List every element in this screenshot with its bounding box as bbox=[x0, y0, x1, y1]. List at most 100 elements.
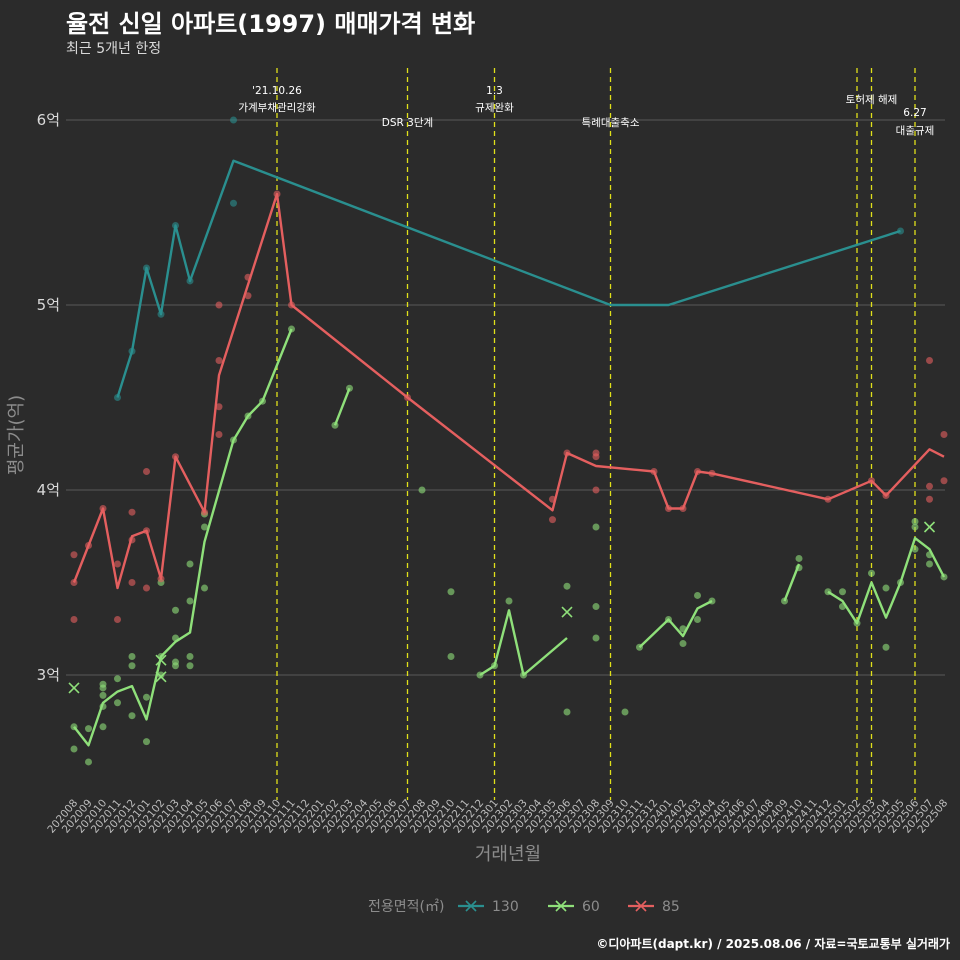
data-point bbox=[882, 643, 890, 651]
annotation-label: 토허제 해제 bbox=[846, 93, 898, 106]
legend-label: 130 bbox=[492, 899, 519, 915]
data-point bbox=[549, 516, 556, 524]
y-axis-title: 평균가(억) bbox=[6, 395, 27, 475]
data-point bbox=[128, 508, 136, 516]
data-point bbox=[201, 523, 208, 531]
cross-marker bbox=[68, 682, 80, 694]
annotation-label: '21.10.26 bbox=[252, 85, 302, 97]
data-point bbox=[215, 403, 223, 411]
cross-marker bbox=[561, 606, 573, 618]
data-point bbox=[85, 758, 92, 766]
series-line bbox=[479, 609, 568, 677]
data-point bbox=[563, 582, 571, 590]
data-point bbox=[70, 616, 78, 623]
data-point bbox=[911, 523, 919, 531]
annotation-label: 가계부채관리강화 bbox=[238, 102, 316, 114]
data-point bbox=[911, 517, 919, 525]
data-point bbox=[128, 662, 136, 670]
data-point bbox=[143, 468, 150, 475]
data-point bbox=[621, 708, 629, 716]
series-line bbox=[73, 328, 293, 747]
data-point bbox=[447, 588, 455, 596]
annotation-label: 6.27 bbox=[903, 107, 926, 119]
data-point bbox=[839, 588, 846, 596]
cross-marker bbox=[155, 654, 167, 666]
data-point bbox=[940, 431, 948, 438]
legend-label: 60 bbox=[582, 899, 600, 915]
legend-item-85: 85 bbox=[628, 899, 680, 915]
data-point bbox=[201, 584, 208, 592]
data-point bbox=[215, 431, 223, 438]
series-layer bbox=[68, 116, 948, 766]
data-point bbox=[694, 591, 701, 599]
chart-subtitle: 최근 5개년 한정 bbox=[66, 41, 162, 57]
annotation-label: 특례대출축소 bbox=[582, 117, 640, 129]
chart-title: 율전 신일 아파트(1997) 매매가격 변화 bbox=[66, 10, 476, 38]
y-tick-label: 3억 bbox=[37, 666, 60, 684]
cross-marker bbox=[155, 671, 167, 683]
y-tick-label: 4억 bbox=[37, 481, 60, 499]
legend: 전용면적(㎡) 130 60 85 bbox=[368, 899, 680, 915]
data-point bbox=[172, 662, 179, 670]
series-line bbox=[783, 563, 801, 602]
data-point bbox=[70, 551, 78, 559]
data-point bbox=[926, 482, 933, 490]
data-point bbox=[114, 675, 121, 683]
data-point bbox=[85, 725, 92, 733]
data-point bbox=[694, 616, 701, 623]
data-point bbox=[143, 584, 150, 592]
grid-lines bbox=[66, 119, 945, 676]
data-point bbox=[926, 357, 933, 364]
x-axis-title: 거래년월 bbox=[475, 844, 541, 865]
series-line bbox=[72, 192, 945, 590]
data-point bbox=[418, 486, 426, 494]
data-point bbox=[128, 653, 136, 660]
data-point bbox=[186, 560, 194, 568]
y-tick-label: 6억 bbox=[37, 111, 60, 129]
annotation-label: 1.3 bbox=[486, 85, 503, 97]
legend-item-60: 60 bbox=[548, 899, 600, 915]
series-line bbox=[638, 599, 713, 649]
data-point bbox=[940, 477, 948, 485]
data-point bbox=[186, 597, 194, 605]
series-130 bbox=[114, 116, 904, 401]
data-point bbox=[114, 560, 121, 568]
x-tick-labels: 2020082020092020102020112020122021012021… bbox=[45, 797, 950, 836]
data-point bbox=[592, 486, 600, 494]
data-point bbox=[230, 116, 237, 124]
data-point bbox=[592, 603, 600, 611]
data-point bbox=[157, 671, 165, 679]
series-60 bbox=[68, 325, 948, 766]
legend-cross bbox=[465, 900, 477, 912]
legend-cross bbox=[635, 900, 647, 912]
data-point bbox=[868, 569, 875, 577]
data-point bbox=[186, 653, 194, 660]
data-point bbox=[114, 699, 121, 707]
series-line bbox=[333, 387, 351, 426]
data-point bbox=[99, 691, 107, 699]
data-point bbox=[215, 301, 223, 309]
footer-credit: ©디아파트(dapt.kr) / 2025.08.06 / 자료=국토교통부 실… bbox=[596, 937, 950, 951]
data-point bbox=[230, 199, 237, 207]
series-line bbox=[116, 159, 901, 398]
data-point bbox=[795, 554, 803, 562]
data-point bbox=[114, 616, 121, 623]
data-point bbox=[505, 597, 513, 605]
legend-title: 전용면적(㎡) bbox=[368, 899, 444, 915]
data-point bbox=[882, 584, 890, 592]
annotation-label: DSR 3단계 bbox=[382, 117, 433, 129]
data-point bbox=[926, 560, 933, 568]
data-point bbox=[70, 745, 78, 753]
y-tick-labels: 3억 4억 5억 6억 bbox=[37, 111, 60, 684]
data-point bbox=[563, 708, 571, 716]
data-point bbox=[143, 693, 150, 701]
data-point bbox=[679, 640, 687, 648]
data-point bbox=[447, 653, 455, 660]
data-point bbox=[186, 662, 194, 670]
data-point bbox=[172, 606, 179, 614]
cross-marker bbox=[923, 521, 936, 533]
data-point bbox=[215, 357, 223, 364]
data-point bbox=[143, 738, 150, 746]
